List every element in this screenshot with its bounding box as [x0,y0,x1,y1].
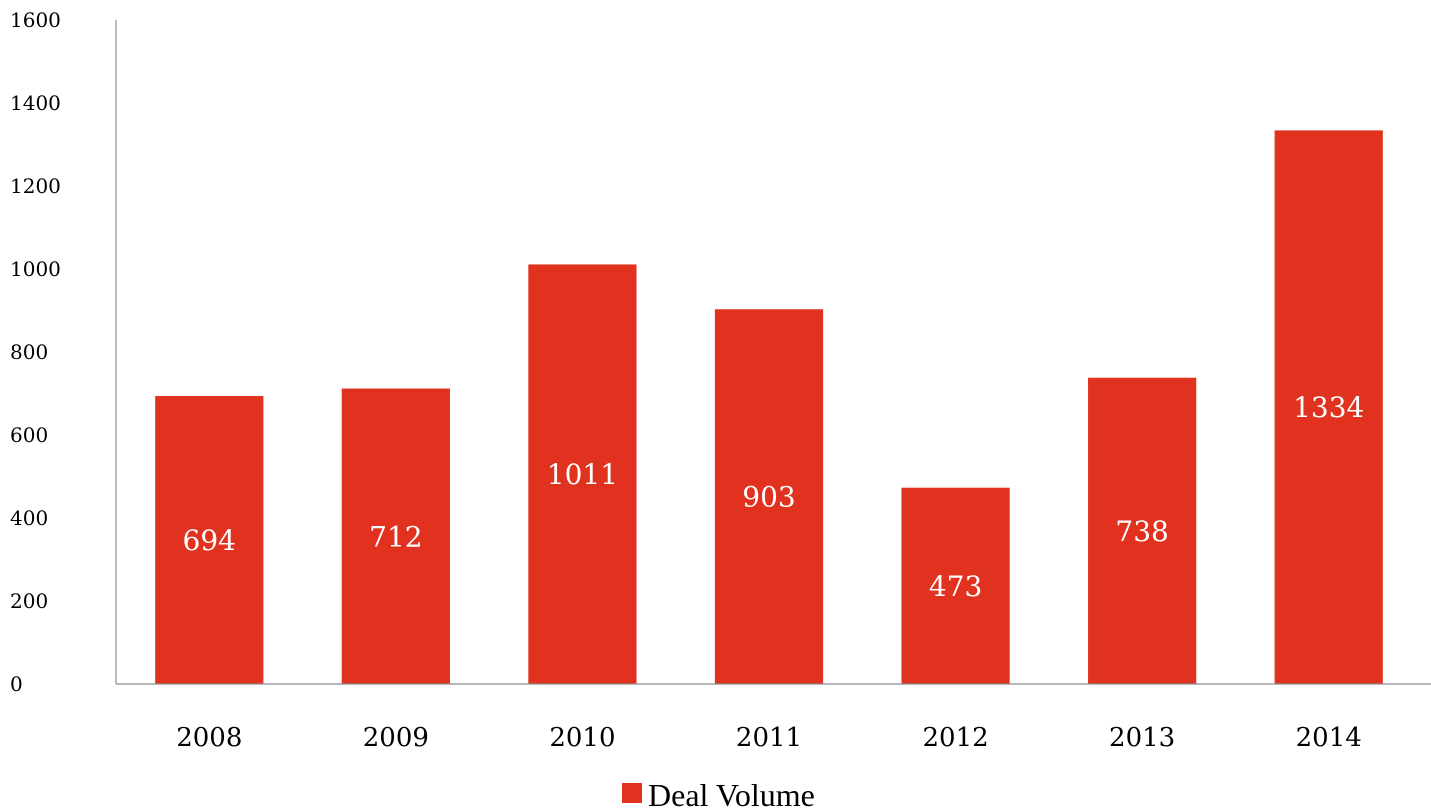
bars [155,130,1383,684]
bar-2009 [341,388,450,684]
data-label-2010: 1011 [547,458,618,491]
y-tick-label: 1400 [10,91,61,115]
y-tick-label: 200 [10,589,48,613]
x-tick-label-2012: 2012 [922,723,988,753]
y-tick-label: 400 [10,506,48,530]
x-tick-label-2011: 2011 [736,723,802,753]
bar-2014 [1274,130,1383,684]
y-tick-label: 1600 [10,8,61,32]
legend-swatch-deal-volume [622,783,642,803]
bar-2012 [901,487,1010,684]
data-label-2013: 738 [1115,515,1168,548]
legend: Deal Volume [622,777,815,810]
y-tick-label: 800 [10,340,48,364]
x-tick-label-2013: 2013 [1109,723,1175,753]
x-tick-label-2009: 2009 [363,723,429,753]
data-label-2012: 473 [929,570,982,603]
data-labels: 694 712 1011 903 473 738 1334 [183,391,1365,603]
data-label-2008: 694 [183,524,236,557]
y-tick-label: 600 [10,423,48,447]
bar-2008 [155,395,264,684]
y-tick-label: 1000 [10,257,61,281]
x-axis: 2008 2009 2010 2011 2012 2013 2014 [116,683,1431,753]
bar-2013 [1088,377,1197,684]
data-label-2009: 712 [369,520,422,553]
bar-2011 [714,309,824,684]
legend-label-deal-volume: Deal Volume [648,777,815,810]
x-tick-label-2014: 2014 [1296,723,1362,753]
y-tick-label: 0 [10,672,23,696]
y-axis: 0 200 400 600 800 1000 1200 1400 1600 [10,8,117,696]
bar-2010 [528,264,637,684]
y-tick-label: 1200 [10,174,61,198]
data-label-2011: 903 [742,481,795,514]
data-label-2014: 1334 [1293,391,1364,424]
x-tick-label-2008: 2008 [176,723,242,753]
x-tick-label-2010: 2010 [549,723,615,753]
